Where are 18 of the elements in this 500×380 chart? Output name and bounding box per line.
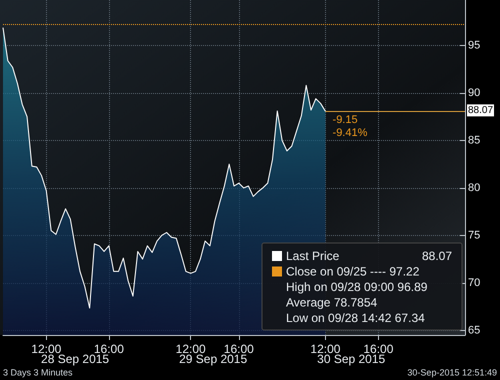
annotation: Average 78.7854 (286, 296, 378, 310)
y-tick-label: 95 (468, 40, 480, 52)
annotation: Close on 09/25 ---- 97.22 (286, 264, 420, 278)
y-tick-label: 65 (468, 324, 480, 336)
y-tick-label: 90 (468, 87, 480, 100)
annotation: Low on 09/28 14:42 67.34 (286, 311, 426, 325)
text: 3 Days 3 Minutes (3, 368, 74, 378)
legend-label: Last Price (286, 249, 340, 263)
annotation: -9.15 (332, 114, 358, 126)
annotation: 88.07 (422, 249, 452, 263)
annotation: -9.41% (332, 126, 368, 139)
annotation: High on 09/28 09:00 96.89 (286, 280, 428, 294)
ref-line-label: 88.07 (468, 104, 494, 116)
y-tick-label: 80 (468, 182, 480, 194)
text: 30-Sep-2015 12:51:49 (407, 368, 497, 378)
y-tick-label: 85 (468, 134, 480, 146)
y-tick-label: 70 (468, 276, 480, 289)
y-tick-label: 75 (468, 229, 480, 242)
